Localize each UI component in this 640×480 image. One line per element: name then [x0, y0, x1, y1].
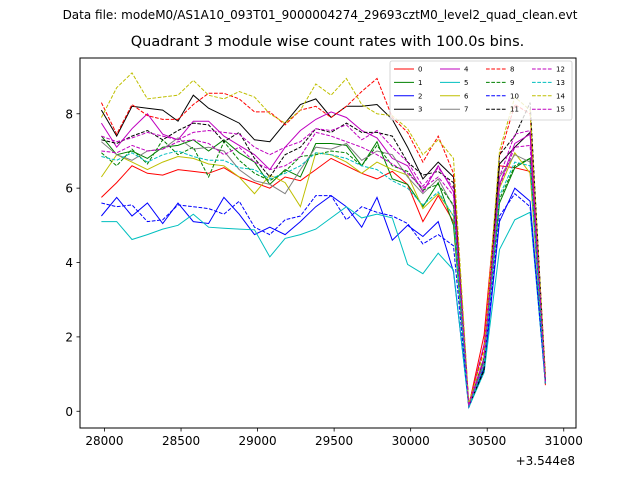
series-line-14 — [100, 72, 546, 404]
legend-label-11: 11 — [510, 106, 519, 114]
series-line-15 — [101, 124, 546, 406]
legend-label-2: 2 — [418, 92, 422, 100]
y-axis-ticks: 0 2 4 6 8 — [65, 107, 80, 419]
legend-label-12: 12 — [556, 66, 565, 74]
legend-label-13: 13 — [556, 79, 565, 87]
legend-label-4: 4 — [464, 66, 469, 74]
x-tick-label: 29000 — [238, 434, 276, 448]
x-axis-ticks: 28000 28500 29000 29500 30000 30500 31000 — [85, 428, 583, 448]
x-tick-label: 28500 — [162, 434, 200, 448]
legend-label-1: 1 — [418, 79, 422, 87]
y-tick-label: 8 — [65, 107, 73, 121]
legend-box — [389, 60, 573, 121]
legend-label-0: 0 — [418, 66, 422, 74]
y-tick-label: 6 — [65, 182, 73, 196]
legend-label-8: 8 — [510, 66, 514, 74]
series-layer — [100, 72, 546, 410]
y-tick-label: 2 — [65, 330, 73, 344]
x-offset-label: +3.544e8 — [516, 454, 575, 468]
y-tick-label: 4 — [65, 256, 73, 270]
series-line-8 — [100, 77, 546, 404]
x-tick-label: 30000 — [392, 434, 430, 448]
legend-label-5: 5 — [464, 79, 468, 87]
y-tick-label: 0 — [65, 405, 73, 419]
legend-label-7: 7 — [464, 106, 468, 114]
x-tick-label: 29500 — [315, 434, 353, 448]
x-tick-label: 31000 — [545, 434, 583, 448]
series-line-13 — [101, 150, 546, 408]
legend-label-14: 14 — [556, 92, 565, 100]
series-line-11 — [101, 102, 546, 406]
legend-label-6: 6 — [464, 92, 469, 100]
figure-suptitle: Data file: modeM0/AS1A10_093T01_90000042… — [62, 8, 578, 22]
x-tick-label: 28000 — [85, 434, 123, 448]
legend-label-9: 9 — [510, 79, 514, 87]
chart-title: Quadrant 3 module wise count rates with … — [130, 34, 525, 50]
legend-label-15: 15 — [556, 106, 565, 114]
plot-frame — [79, 57, 577, 429]
legend-label-10: 10 — [510, 92, 519, 100]
legend-label-3: 3 — [418, 106, 422, 114]
x-tick-label: 30500 — [468, 434, 506, 448]
